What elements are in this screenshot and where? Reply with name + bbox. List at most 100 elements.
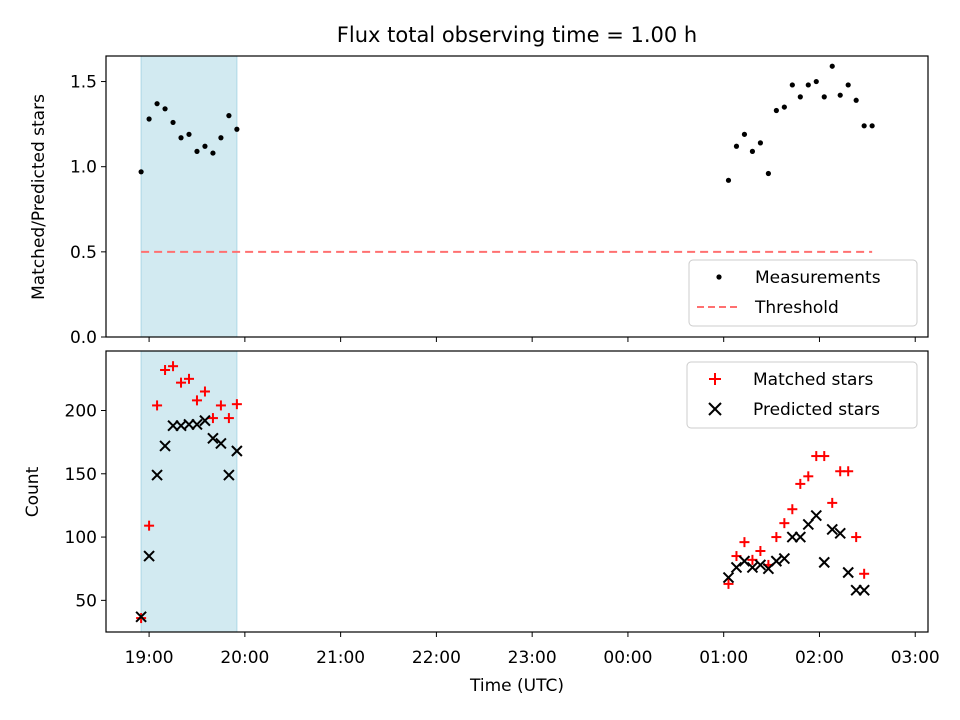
ratio-y-axis-label: Matched/Predicted stars [29, 94, 49, 300]
predicted-star-point [802, 518, 814, 531]
matched-star-point [779, 518, 790, 529]
measurement-point [813, 78, 819, 85]
matched-star-point [199, 386, 210, 397]
measurement-point [741, 131, 748, 137]
predicted-star-point [143, 550, 155, 562]
predicted-star-point [746, 561, 759, 574]
ratio-y-tick-label: 1.0 [70, 158, 97, 178]
matched-star-point [191, 395, 202, 406]
matched-star-point [160, 364, 171, 375]
measurement-point [805, 82, 811, 88]
predicted-star-point [826, 523, 838, 536]
predicted-star-point [135, 611, 147, 623]
measurement-point [178, 135, 184, 141]
x-tick-label: 01:00 [699, 648, 748, 668]
x-axis-label: Time (UTC) [469, 676, 564, 696]
ratio-plot-frame [105, 55, 929, 338]
matched-star-point [223, 413, 234, 424]
counts-y-axis-label: Count [23, 466, 43, 517]
ratio-legend-box [688, 259, 918, 327]
x-tick-label: 19:00 [125, 648, 174, 668]
counts-legend-box [686, 361, 918, 429]
predicted-star-point [818, 556, 830, 569]
measurement-point [765, 170, 771, 177]
matched-star-point [795, 478, 806, 489]
matched-star-point [183, 373, 194, 384]
legend-predicted-label: Predicted stars [753, 400, 880, 420]
predicted-star-point [151, 469, 163, 481]
matched-star-point [207, 413, 218, 424]
x-tick-label: 00:00 [603, 648, 652, 668]
legend-threshold-label: Threshold [754, 298, 839, 318]
legend-matched-marker [709, 373, 721, 385]
ratio-y-tick-label: 0.5 [70, 243, 97, 263]
matched-star-point [843, 466, 854, 477]
measurement-point [146, 116, 152, 122]
predicted-star-point [810, 509, 822, 522]
measurement-point [773, 107, 779, 114]
measurement-point [829, 63, 835, 69]
measurement-point [725, 177, 732, 183]
legend-measurements-marker [716, 274, 722, 280]
measurement-point [202, 143, 208, 149]
predicted-star-point [834, 527, 846, 539]
matched-star-point [215, 400, 226, 411]
measurement-point [757, 140, 764, 146]
measurement-point [186, 131, 192, 137]
legend-measurements-label: Measurements [755, 268, 881, 288]
predicted-star-point [738, 555, 751, 567]
measurement-point [837, 92, 843, 98]
measurement-point [162, 106, 168, 112]
matched-star-point [176, 377, 187, 388]
matched-star-point [231, 399, 242, 410]
x-tick-label: 21:00 [316, 648, 365, 668]
matched-star-point [755, 545, 766, 556]
measurement-point [853, 97, 859, 103]
counts-y-tick-label: 100 [65, 528, 97, 548]
measurement-point [226, 113, 232, 119]
x-tick-label: 23:00 [508, 648, 557, 668]
counts-y-tick-label: 50 [75, 591, 97, 611]
measurement-point [194, 148, 200, 154]
counts-legend: Matched stars Predicted stars [686, 361, 918, 429]
x-tick-label: 02:00 [795, 648, 844, 668]
x-tick-label: 20:00 [220, 648, 269, 668]
measurement-point [138, 169, 144, 175]
legend-matched-label: Matched stars [753, 370, 873, 390]
measurement-point [781, 104, 787, 110]
legend-predicted-marker [708, 402, 722, 416]
counts-span-highlight [140, 350, 238, 633]
ratio-y-tick-label: 0.0 [70, 328, 97, 348]
predicted-star-point [231, 445, 243, 457]
matched-star-point [144, 520, 155, 531]
predicted-star-point [754, 559, 767, 571]
predicted-star-point [730, 561, 743, 574]
ratio-legend: Measurements Threshold [688, 259, 918, 327]
counts-y-tick-label: 200 [65, 401, 97, 421]
measurement-point [749, 148, 756, 154]
predicted-star-point [159, 440, 171, 452]
ratio-panel: 0.0 0.5 1.0 1.5 Matched/Predicted stars Mea… [29, 55, 929, 348]
measurement-point [845, 82, 851, 88]
matched-star-point [819, 451, 830, 462]
predicted-star-point [223, 469, 235, 481]
measurement-point [154, 101, 160, 107]
measurement-point [869, 123, 875, 129]
measurement-point [733, 143, 740, 149]
chart-title: Flux total observing time = 1.00 h [337, 23, 697, 47]
matched-star-point [771, 532, 782, 543]
ratio-span-highlight [140, 55, 238, 338]
predicted-star-point [770, 555, 783, 567]
predicted-star-point [199, 414, 211, 427]
measurement-point [789, 82, 795, 88]
measurement-point [797, 94, 803, 100]
measurement-point [170, 119, 176, 126]
matched-star-point [168, 361, 179, 372]
matched-star-point [827, 497, 838, 508]
measurement-point [821, 94, 827, 100]
counts-y-tick-label: 150 [65, 465, 97, 485]
measurement-point [210, 150, 216, 156]
counts-panel: 50 100 150 200 Count Matched stars Predicte… [23, 350, 929, 633]
matched-star-point [851, 532, 862, 543]
predicted-star-point [207, 432, 219, 445]
